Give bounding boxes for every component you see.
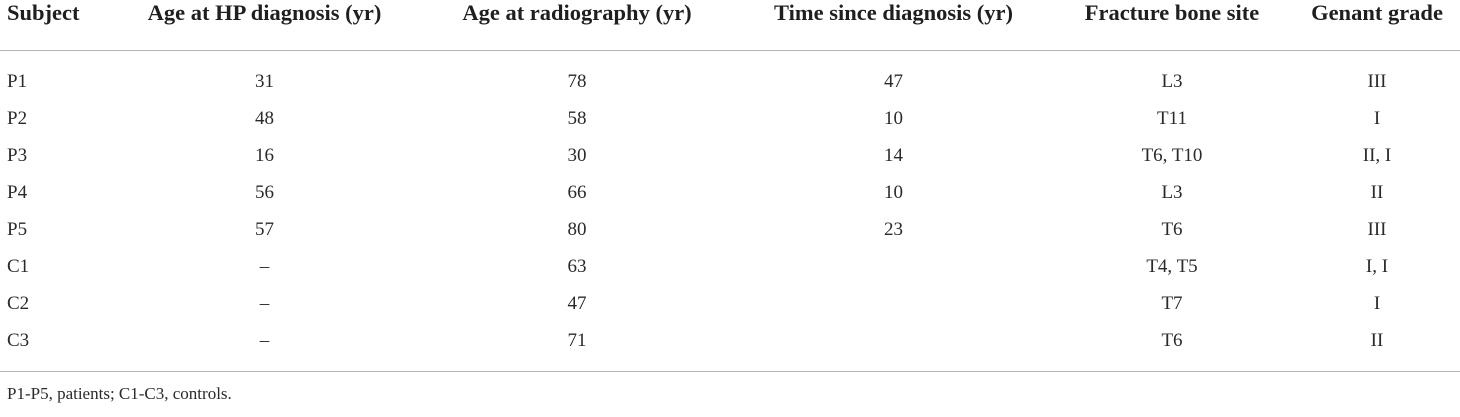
column-header-genant-grade: Genant grade <box>1294 0 1460 51</box>
cell-age-at-hp-diagnosis: 16 <box>255 144 274 166</box>
cell-subject: P1 <box>7 70 28 92</box>
cell-genant-grade: II, I <box>1362 144 1392 166</box>
cell-age-at-radiography: 63 <box>567 255 587 277</box>
column-header-age-at-radiography: Age at radiography (yr) <box>417 0 737 51</box>
cell-genant-grade: I <box>1373 292 1381 314</box>
cell-subject: C1 <box>7 255 30 277</box>
cell-age-at-hp-diagnosis: 31 <box>255 70 274 92</box>
table-row: P4 56 66 10 L3 II <box>0 174 1460 211</box>
cell-genant-grade: II <box>1370 329 1384 351</box>
table-row: C2 – 47 T7 I <box>0 285 1460 322</box>
cell-genant-grade: II <box>1370 181 1384 203</box>
cell-age-at-hp-diagnosis: – <box>259 292 270 314</box>
cell-subject: C3 <box>7 329 30 351</box>
cell-age-at-radiography: 78 <box>567 70 587 92</box>
table-row: P2 48 58 10 T11 I <box>0 100 1460 137</box>
cell-fracture-bone-site: T11 <box>1157 107 1187 129</box>
cell-time-since-diagnosis <box>737 322 1050 371</box>
table-bottom-rule <box>0 371 1460 372</box>
table-body: P1 31 78 47 L3 III P2 48 58 10 T11 I P3 … <box>0 51 1460 372</box>
cell-age-at-radiography: 47 <box>567 292 587 314</box>
cell-fracture-bone-site: L3 <box>1161 181 1183 203</box>
cell-time-since-diagnosis: 23 <box>884 218 903 240</box>
cell-subject: P3 <box>7 144 28 166</box>
cell-age-at-radiography: 58 <box>567 107 587 129</box>
cell-genant-grade: III <box>1367 218 1387 240</box>
table-header: Subject Age at HP diagnosis (yr) Age at … <box>0 0 1460 51</box>
cell-age-at-radiography: 71 <box>567 329 587 351</box>
cell-time-since-diagnosis: 14 <box>884 144 903 166</box>
cell-subject: P4 <box>7 181 28 203</box>
table-row: P1 31 78 47 L3 III <box>0 51 1460 101</box>
table-row: P3 16 30 14 T6, T10 II, I <box>0 137 1460 174</box>
cell-time-since-diagnosis <box>737 248 1050 285</box>
cell-age-at-radiography: 80 <box>567 218 587 240</box>
table-row: C3 – 71 T6 II <box>0 322 1460 371</box>
cell-genant-grade: I <box>1373 107 1381 129</box>
cell-subject: P2 <box>7 107 28 129</box>
cell-subject: C2 <box>7 292 30 314</box>
column-header-age-at-hp-diagnosis: Age at HP diagnosis (yr) <box>112 0 417 51</box>
cell-time-since-diagnosis: 10 <box>884 107 903 129</box>
cell-age-at-hp-diagnosis: – <box>259 329 270 351</box>
cell-age-at-hp-diagnosis: 48 <box>255 107 274 129</box>
cell-fracture-bone-site: L3 <box>1161 70 1183 92</box>
cell-genant-grade: I, I <box>1365 255 1389 277</box>
cell-time-since-diagnosis <box>737 285 1050 322</box>
cell-genant-grade: III <box>1367 70 1387 92</box>
cell-time-since-diagnosis: 10 <box>884 181 903 203</box>
column-header-fracture-bone-site: Fracture bone site <box>1050 0 1294 51</box>
cell-time-since-diagnosis: 47 <box>884 70 903 92</box>
cell-fracture-bone-site: T7 <box>1161 292 1183 314</box>
cell-age-at-hp-diagnosis: 57 <box>255 218 274 240</box>
cell-fracture-bone-site: T6, T10 <box>1141 144 1203 166</box>
cell-age-at-radiography: 66 <box>567 181 587 203</box>
header-row: Subject Age at HP diagnosis (yr) Age at … <box>0 0 1460 51</box>
cell-age-at-hp-diagnosis: – <box>259 255 270 277</box>
cell-fracture-bone-site: T4, T5 <box>1146 255 1198 277</box>
cell-fracture-bone-site: T6 <box>1161 218 1183 240</box>
cell-age-at-radiography: 30 <box>567 144 587 166</box>
cell-age-at-hp-diagnosis: 56 <box>255 181 274 203</box>
data-table: Subject Age at HP diagnosis (yr) Age at … <box>0 0 1460 372</box>
cell-subject: P5 <box>7 218 28 240</box>
table-footnote: P1-P5, patients; C1-C3, controls. <box>7 384 232 403</box>
column-header-subject: Subject <box>0 0 112 51</box>
table-row: C1 – 63 T4, T5 I, I <box>0 248 1460 285</box>
table-row: P5 57 80 23 T6 III <box>0 211 1460 248</box>
column-header-time-since-diagnosis: Time since diagnosis (yr) <box>737 0 1050 51</box>
cell-fracture-bone-site: T6 <box>1161 329 1183 351</box>
